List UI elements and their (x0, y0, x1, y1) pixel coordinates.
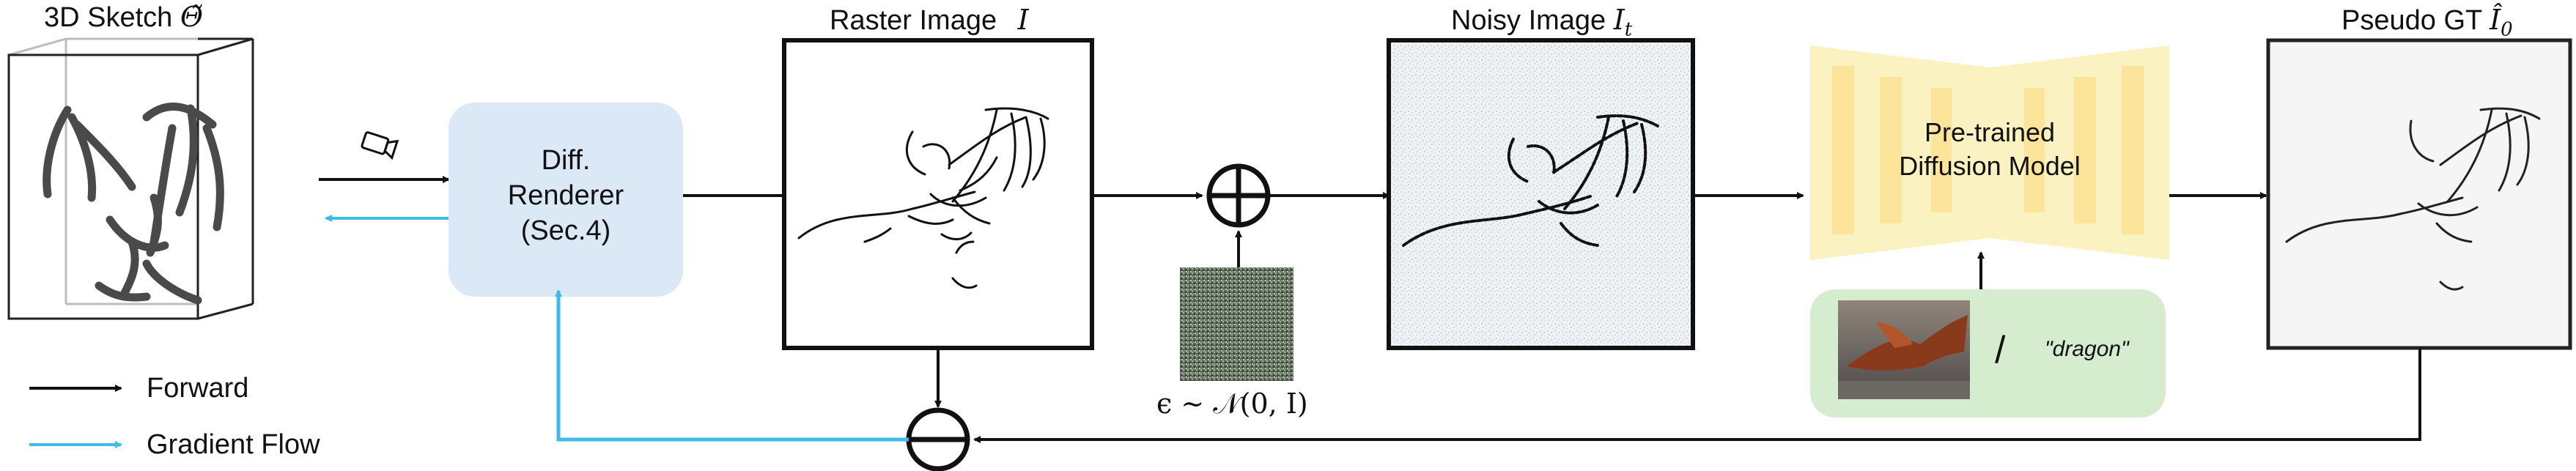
raster-image-panel (782, 38, 1094, 350)
sketch-3d-label: 3D Sketch (44, 2, 173, 33)
noisy-dragon-sketch (1402, 114, 1659, 247)
diff-renderer-box (449, 103, 683, 297)
sketch-3d-panel (7, 37, 254, 320)
noisy-image-title: Noisy Image It (1451, 6, 1632, 40)
noisy-image-panel (1387, 38, 1695, 350)
condition-prompt: "dragon" (2045, 337, 2129, 361)
noisy-image-label: Noisy Image (1451, 5, 1606, 36)
pseudo-gt-dragon-sketch (2285, 107, 2541, 291)
sketch-3d-title: 3D Sketch Θ̃ (44, 3, 203, 31)
pseudo-gt-title: Pseudo GT Î0 (2341, 6, 2513, 40)
legend-gradient-label: Gradient Flow (147, 429, 320, 460)
raster-dragon-sketch (797, 107, 1049, 289)
diffusion-line-2: Diffusion Model (1899, 151, 2081, 181)
noise-formula: ϵ ∼ 𝒩(0, I) (1156, 387, 1308, 420)
raster-image-symbol: I (1017, 4, 1029, 36)
renderer-line-2: Renderer (507, 180, 624, 211)
legend-forward-label: Forward (147, 373, 249, 404)
dragon-reference-image (1838, 300, 1970, 399)
condition-separator: / (1995, 329, 2006, 371)
pseudo-gt-panel (2266, 38, 2572, 350)
noisy-image-symbol: I (1613, 4, 1625, 36)
raster-image-label: Raster Image (830, 5, 997, 36)
pseudo-gt-symbol: Î (2490, 4, 2501, 36)
forward-arrow-pseudo-to-minus (973, 348, 2421, 443)
pseudo-gt-subscript: 0 (2501, 18, 2513, 41)
camera-icon (361, 131, 399, 160)
diffusion-label: Pre-trained Diffusion Model (1810, 116, 2169, 183)
renderer-line-3: (Sec.4) (520, 215, 611, 246)
circle-minus-icon (906, 407, 970, 471)
circle-plus-icon (1206, 163, 1271, 228)
noisy-image-subscript: t (1624, 18, 1633, 41)
renderer-label: Diff. Renderer (Sec.4) (449, 143, 683, 248)
raster-image-title: Raster Image I (830, 6, 1029, 34)
renderer-line-1: Diff. (541, 145, 591, 176)
diffusion-model-block (1810, 45, 2169, 260)
noise-sample-image (1180, 267, 1293, 381)
gradient-arrow-minus-to-renderer (555, 289, 909, 442)
dragon-3d-strokes (43, 103, 224, 305)
sketch-3d-symbol: Θ̃ (180, 1, 204, 33)
pseudo-gt-label: Pseudo GT (2341, 5, 2482, 36)
diffusion-line-1: Pre-trained (1924, 117, 2056, 147)
